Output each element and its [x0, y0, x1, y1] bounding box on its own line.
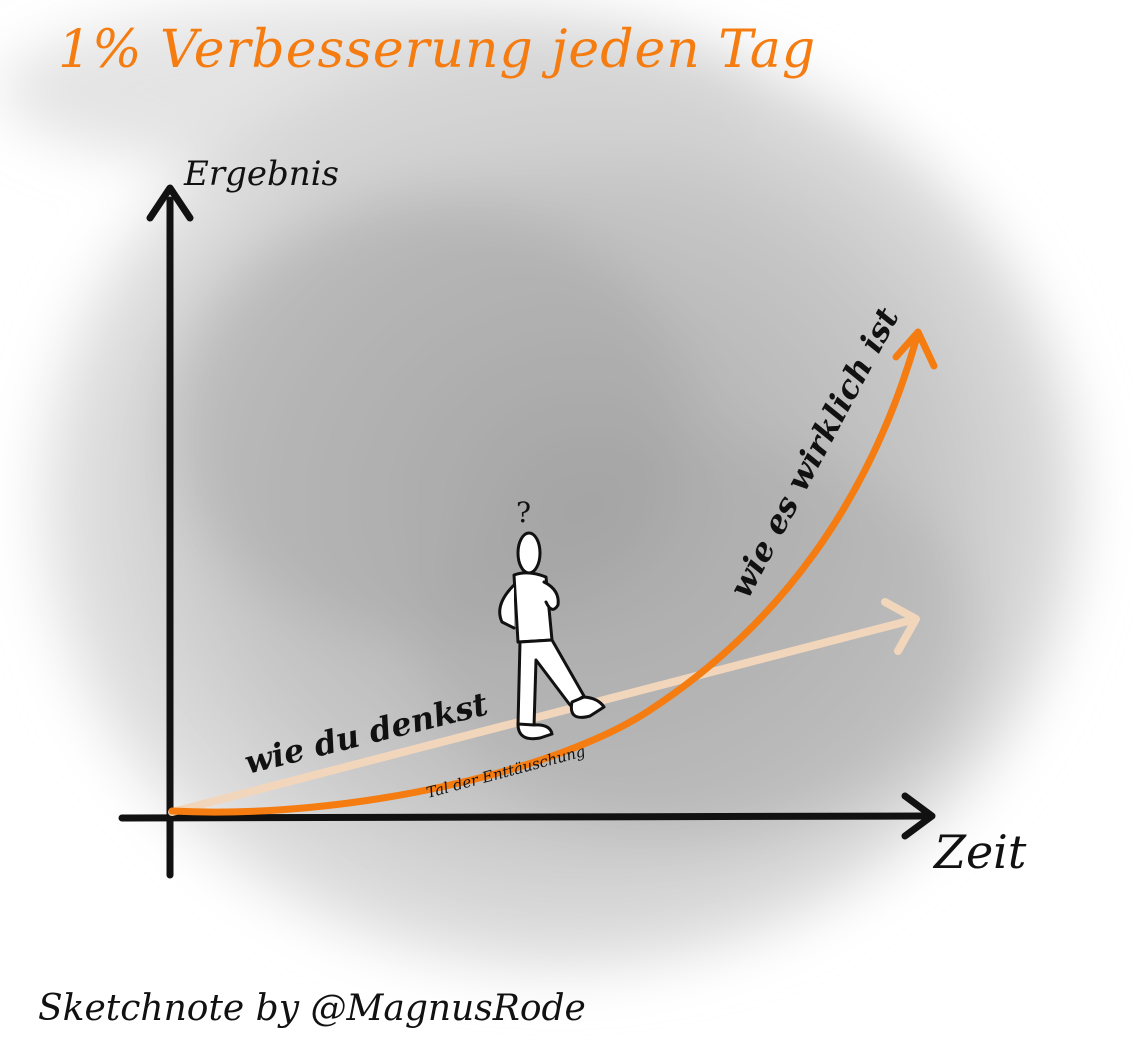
- y-axis-arrowhead: [146, 184, 194, 222]
- credit-text: Sketchnote by @MagnusRode: [38, 988, 586, 1029]
- x-axis: [118, 792, 936, 840]
- question-mark: ?: [516, 496, 531, 529]
- x-axis-arrowhead: [901, 792, 936, 840]
- y-axis-label: Ergebnis: [183, 154, 339, 194]
- actual-curve: [168, 328, 938, 816]
- y-axis: [146, 184, 194, 879]
- x-axis-label: Zeit: [932, 825, 1027, 879]
- person-icon: [498, 531, 606, 741]
- expected-curve: [168, 598, 920, 816]
- watercolor-background: [0, 0, 1080, 970]
- page-title: 1% Verbesserung jeden Tag: [58, 20, 817, 80]
- actual-curve-arrowhead: [892, 328, 938, 370]
- expected-curve-arrowhead: [881, 598, 920, 655]
